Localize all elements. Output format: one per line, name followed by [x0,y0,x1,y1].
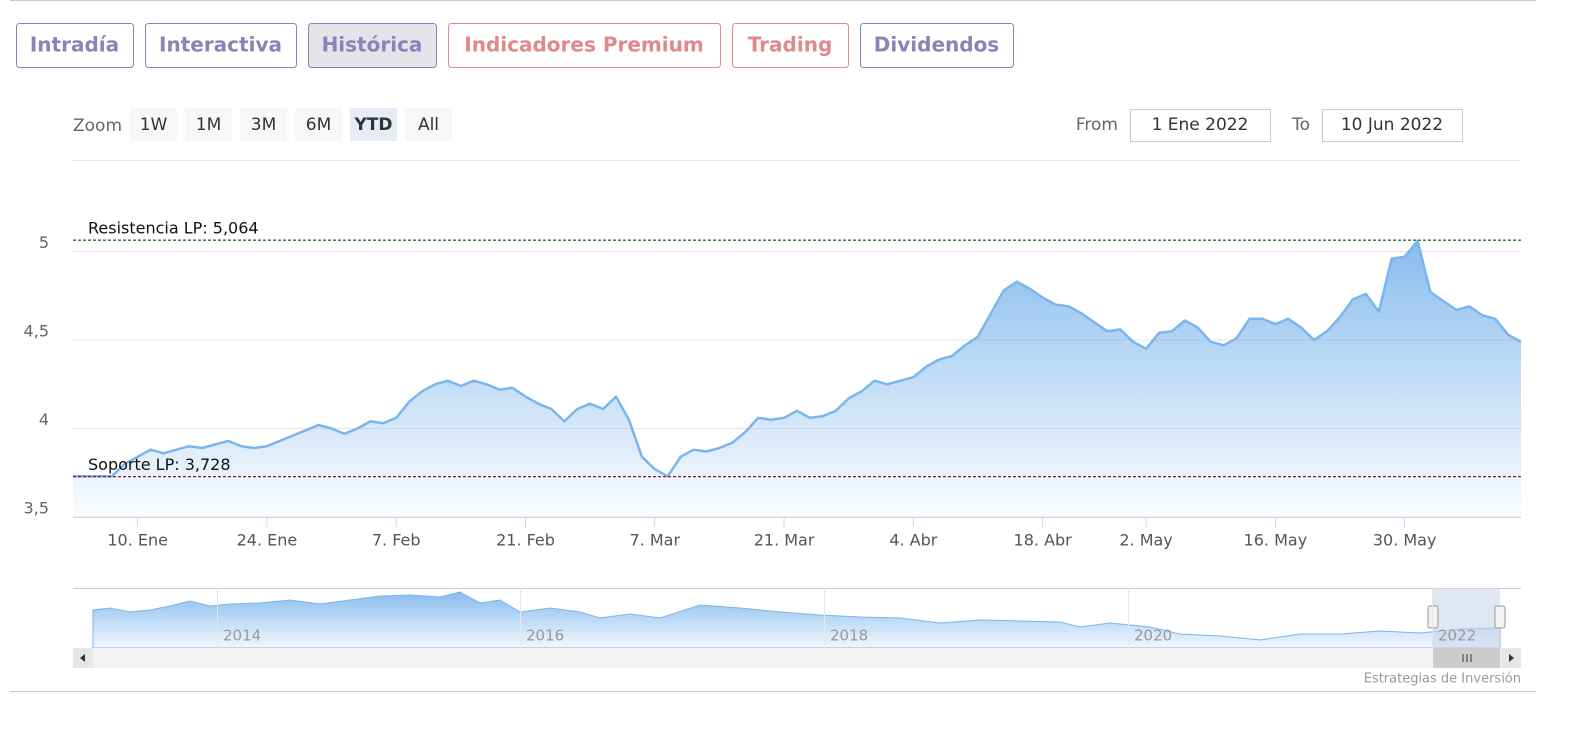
scrollbar-grip [1462,654,1472,662]
navigator-label: 2018 [830,627,868,645]
navigator-mask[interactable] [1433,588,1500,648]
zoom-button-label: 1M [196,115,221,135]
zoom-button[interactable] [405,108,452,141]
zoom-button[interactable] [240,108,287,141]
x-tick-label: 21. Feb [496,531,555,550]
y-tick-label: 3,5 [24,499,49,518]
x-tick-label: 21. Mar [754,531,815,550]
y-tick-label: 5 [39,233,49,252]
tab[interactable] [448,23,721,68]
zoom-button[interactable] [185,108,232,141]
tab[interactable] [16,23,134,68]
scrollbar-track[interactable] [73,648,1521,668]
to-label: To [1291,115,1310,135]
tab[interactable] [860,23,1014,68]
tab-label: Interactiva [159,33,282,57]
price-line [73,239,1522,478]
navigator-label: 2022 [1438,627,1476,645]
x-tick-label: 30. May [1373,531,1437,550]
x-tick-label: 7. Feb [372,531,421,550]
x-tick-label: 16. May [1244,531,1308,550]
x-tick-label: 7. Mar [630,531,681,550]
tab[interactable] [732,23,849,68]
tab-label: Histórica [322,33,423,57]
zoom-button[interactable] [130,108,177,141]
navigator-label: 2020 [1134,627,1172,645]
x-tick-label: 10. Ene [107,531,168,550]
to-input[interactable] [1322,109,1463,142]
zoom-button-label: 6M [306,115,331,135]
area-fill [73,240,1521,517]
tab-label: Dividendos [874,33,999,57]
x-tick-label: 24. Ene [237,531,298,550]
zoom-button[interactable] [295,108,342,141]
zoom-label: Zoom [73,116,122,136]
navigator [73,588,1521,668]
x-tick-label: 18. Abr [1014,531,1073,550]
y-tick-label: 4 [39,410,49,429]
navigator-label: 2014 [223,627,261,645]
arrow-left [80,654,85,662]
x-tick-label: 4. Abr [889,531,937,550]
tab[interactable] [308,23,437,68]
navigator-area [92,591,1501,649]
zoom-button[interactable] [350,108,397,141]
zoom-button-label: All [418,115,439,135]
arrow-right [1509,654,1514,662]
tab-label: Indicadores Premium [464,33,703,57]
tab-label: Intradía [30,33,119,57]
plot-line-label: Resistencia LP: 5,064 [88,219,259,238]
to-value: 10 Jun 2022 [1341,115,1443,135]
plot-line-label: Soporte LP: 3,728 [88,455,231,474]
navigator-label: 2016 [526,627,564,645]
tab-label: Trading [748,33,833,57]
x-tick-label: 2. May [1119,531,1172,550]
zoom-button-label: YTD [353,115,392,135]
from-value: 1 Ene 2022 [1152,115,1249,135]
zoom-button-label: 1W [140,115,168,135]
credit: Estrategias de Inversión [1364,672,1521,687]
from-label: From [1076,115,1118,135]
tab[interactable] [145,23,297,68]
y-tick-label: 4,5 [24,322,49,341]
from-input[interactable] [1130,109,1271,142]
navigator-handle[interactable] [1494,605,1506,629]
zoom-button-label: 3M [251,115,276,135]
